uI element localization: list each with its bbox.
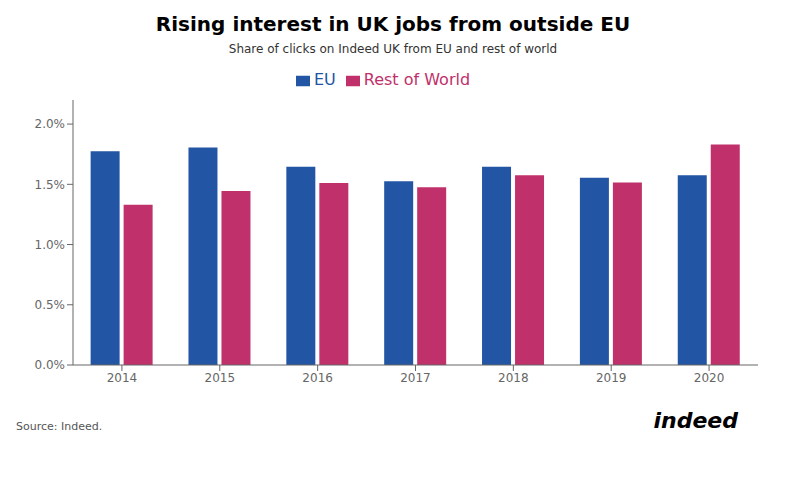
svg-text:0.0%: 0.0% — [35, 358, 66, 372]
html-text:indeed: indeed — [653, 408, 738, 433]
svg-text:2019: 2019 — [596, 371, 627, 385]
svg-text:2.0%: 2.0% — [35, 117, 66, 131]
svg-text:2014: 2014 — [107, 371, 138, 385]
svg-text:2017: 2017 — [400, 371, 431, 385]
html-text:Rising interest in UK jobs fro: Rising interest in UK jobs from outside … — [155, 12, 631, 36]
html-text:Share of clicks on Indeed UK f: Share of clicks on Indeed UK from EU and… — [228, 42, 558, 56]
svg-text:0.5%: 0.5% — [35, 298, 66, 312]
svg-text:2016: 2016 — [302, 371, 333, 385]
svg-text:1.0%: 1.0% — [35, 238, 66, 252]
svg-text:2020: 2020 — [694, 371, 725, 385]
html-text:Source: Indeed.: Source: Indeed. — [16, 420, 103, 433]
svg-text:1.5%: 1.5% — [35, 178, 66, 192]
svg-text:2018: 2018 — [498, 371, 529, 385]
html-text:Rest of World: Rest of World — [363, 70, 471, 89]
html-text:EU: EU — [313, 70, 336, 89]
svg-text:2015: 2015 — [205, 371, 236, 385]
